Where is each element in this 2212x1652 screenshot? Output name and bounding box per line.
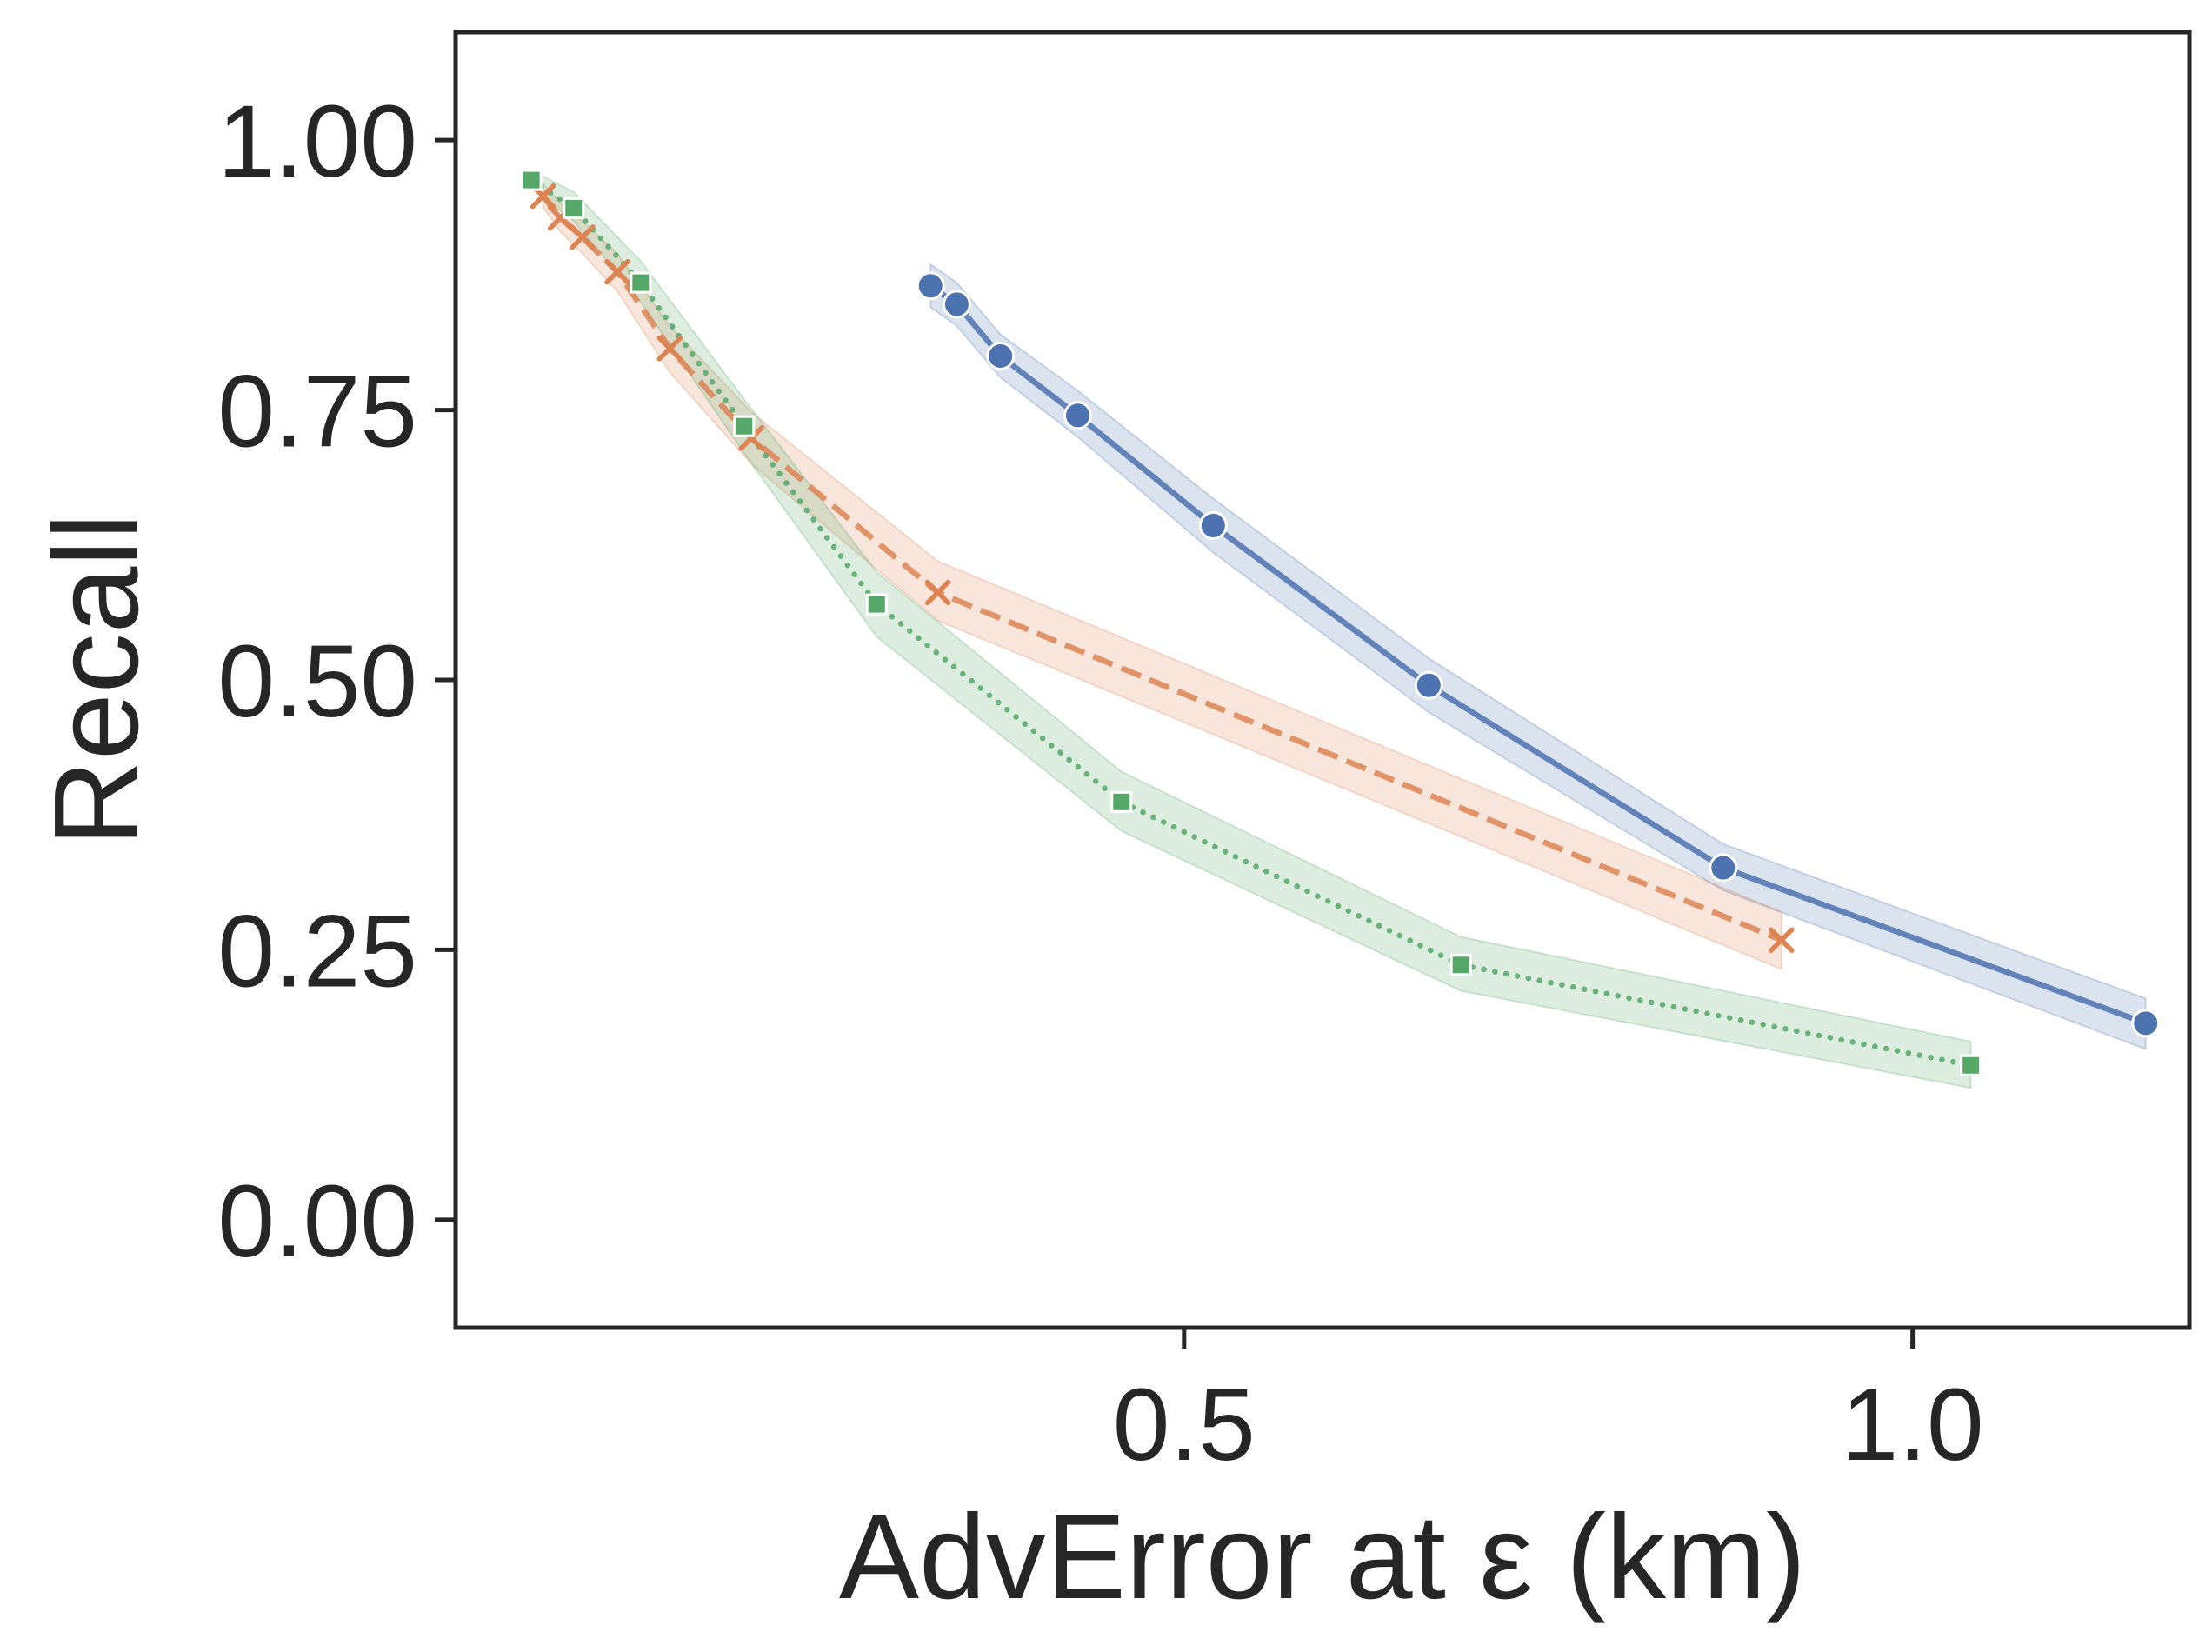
data-point-series-3 — [1110, 790, 1133, 813]
y-tick-label: 0.00 — [217, 1164, 417, 1279]
data-point-series-1 — [942, 290, 971, 319]
data-point-series-2 — [656, 336, 683, 362]
data-point-series-1 — [916, 271, 945, 301]
x-tick-label: 0.5 — [1113, 1368, 1256, 1482]
x-axis-ticks: 0.5 1.0 — [1113, 1328, 1984, 1482]
x-tick-label: 1.0 — [1842, 1368, 1984, 1482]
series-line-3 — [528, 177, 1974, 1069]
data-point-series-1 — [1414, 670, 1443, 700]
data-point-series-3 — [1960, 1054, 1982, 1076]
x-axis-label: AdvError at ε (km) — [839, 1490, 1806, 1624]
data-point-series-3 — [520, 169, 543, 191]
data-point-series-2 — [1769, 927, 1795, 953]
data-point-series-1 — [1198, 510, 1228, 540]
series-markers — [520, 169, 2161, 1076]
y-axis-label: Recall — [30, 513, 163, 846]
data-point-series-2 — [570, 224, 596, 250]
data-point-series-3 — [733, 415, 756, 437]
data-point-series-1 — [1709, 853, 1738, 883]
data-point-series-3 — [630, 271, 652, 294]
confidence-band-series-1 — [929, 263, 2147, 1051]
data-point-series-1 — [2131, 1009, 2161, 1038]
y-tick-label: 0.25 — [217, 894, 417, 1009]
data-point-series-2 — [924, 579, 951, 606]
y-axis-ticks: 0.00 0.25 0.50 0.75 1.00 — [217, 84, 456, 1279]
y-tick-label: 0.50 — [217, 624, 417, 739]
data-point-series-2 — [604, 258, 630, 285]
data-point-series-1 — [1063, 401, 1092, 430]
data-point-series-1 — [986, 342, 1016, 370]
data-point-series-3 — [563, 197, 585, 219]
y-tick-label: 1.00 — [217, 84, 417, 199]
y-tick-label: 0.75 — [217, 355, 417, 470]
data-point-series-3 — [1449, 954, 1472, 976]
data-point-series-3 — [865, 593, 888, 616]
